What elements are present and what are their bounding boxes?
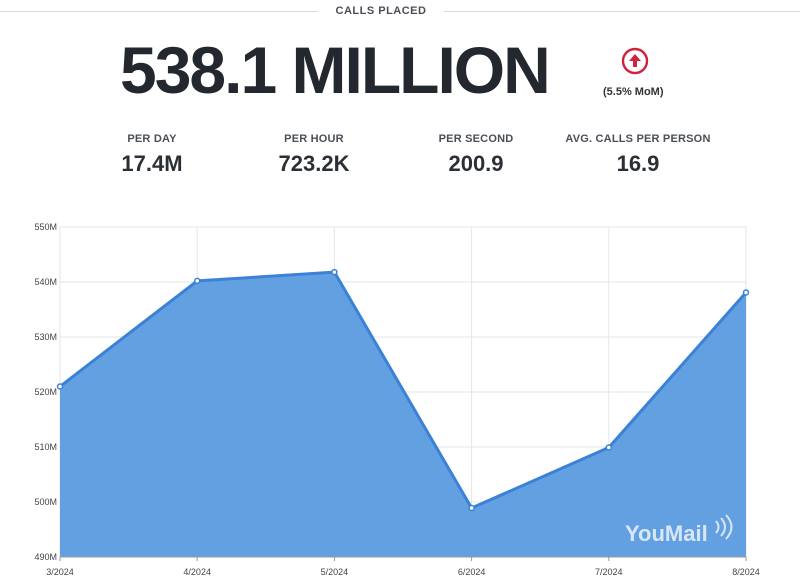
data-point: [331, 268, 338, 276]
x-tick-label: 3/2024: [46, 567, 74, 577]
data-point: [605, 444, 613, 451]
title-rule-left: [0, 11, 318, 12]
stat-avg-per-person: AVG. CALLS PER PERSON 16.9: [558, 133, 718, 177]
stat-per-hour: PER HOUR 723.2K: [234, 133, 394, 177]
stat-per-second: PER SECOND 200.9: [396, 133, 556, 177]
y-tick-label: 550M: [34, 222, 57, 232]
section-title: CALLS PLACED: [335, 5, 427, 17]
x-tick-label: 4/2024: [183, 567, 211, 577]
data-point: [742, 289, 750, 296]
axes: 490M 500M 510M 520M 530M 540M 550M 3/2024 4/2024…: [34, 222, 759, 577]
y-tick-label: 490M: [34, 552, 57, 562]
stat-label: PER HOUR: [284, 133, 344, 145]
stat-value: 723.2K: [278, 151, 350, 176]
x-tick-label: 7/2024: [595, 567, 623, 577]
stat-value: 17.4M: [121, 151, 183, 176]
y-tick-label: 530M: [34, 332, 57, 342]
data-point: [468, 504, 475, 512]
stat-value: 200.9: [448, 151, 504, 176]
area-series: [56, 268, 750, 557]
area-fill: [60, 272, 746, 557]
trend-change-text: (5.5% MoM): [603, 86, 664, 98]
title-rule-right: [444, 11, 800, 12]
stat-per-day: PER DAY 17.4M: [72, 133, 232, 177]
up-arrow-circle-icon: [621, 47, 649, 75]
x-tick-label: 5/2024: [321, 567, 349, 577]
sound-waves-icon: [715, 514, 733, 540]
y-tick-label: 510M: [34, 442, 57, 452]
x-tick-label: 6/2024: [458, 567, 486, 577]
data-point: [56, 383, 64, 390]
x-tick-label: 8/2024: [732, 567, 760, 577]
stat-label: PER SECOND: [438, 133, 514, 145]
stat-value: 16.9: [616, 151, 660, 176]
calls-area-chart: YouMail 490M 500M 510M 520M 530M 540M 550M 3/20…: [34, 222, 759, 577]
watermark-text: YouMail: [625, 521, 708, 546]
stat-label: AVG. CALLS PER PERSON: [565, 133, 711, 145]
youmail-watermark: YouMail: [625, 514, 733, 546]
y-tick-label: 500M: [34, 497, 57, 507]
y-tick-label: 540M: [34, 277, 57, 287]
series-line: [59, 270, 748, 510]
y-tick-label: 520M: [34, 387, 57, 397]
stat-label: PER DAY: [127, 133, 177, 145]
headline-total: 538.1 MILLION: [120, 33, 551, 107]
data-point: [193, 277, 201, 285]
